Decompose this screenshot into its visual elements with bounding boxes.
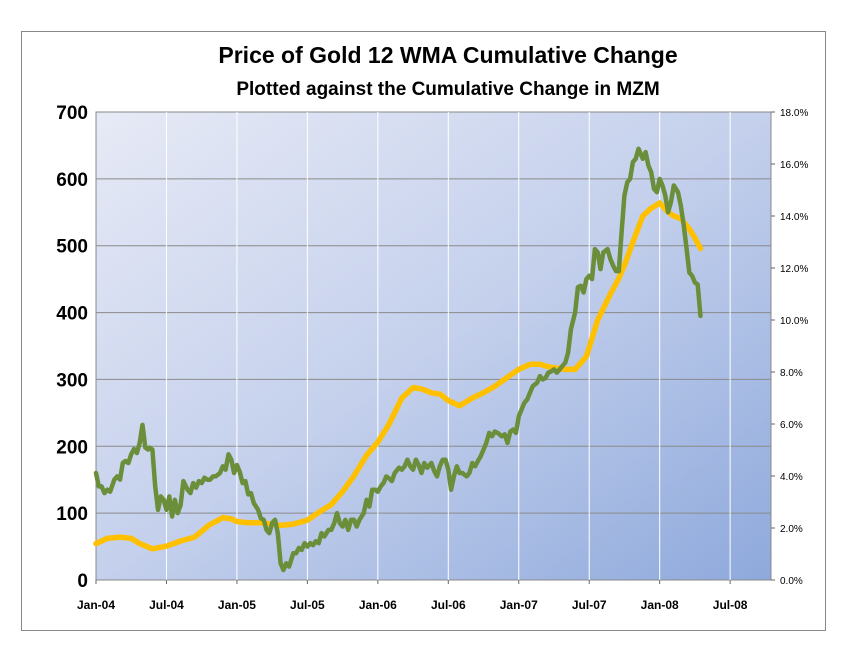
y-right-tick-label: 18.0% xyxy=(780,108,808,119)
x-tick-label: Jan-08 xyxy=(641,598,679,612)
series-lines xyxy=(93,146,704,573)
x-tick-label: Jul-04 xyxy=(149,598,184,612)
right-axis: 0.0% 2.0% 4.0% 6.0% 8.0% 10.0% 12.0% 14.0% 16.0%… xyxy=(771,108,808,587)
x-tick-label: Jan-05 xyxy=(218,598,256,612)
y-left-tick-label: 100 xyxy=(56,504,88,525)
chart: Price of Gold 12 WMA Cumulative Change P… xyxy=(56,42,808,612)
x-tick-label: Jul-07 xyxy=(572,598,607,612)
y-right-tick-label: 8.0% xyxy=(780,368,803,379)
y-left-tick-label: 600 xyxy=(56,170,88,191)
y-left-tick-label: 400 xyxy=(56,304,88,325)
y-left-tick-label: 300 xyxy=(56,370,88,391)
y-left-tick-label: 0 xyxy=(77,571,88,592)
x-tick-label: Jul-06 xyxy=(431,598,466,612)
left-axis: 0 100 200 300 400 500 600 700 xyxy=(56,103,88,592)
y-right-tick-label: 6.0% xyxy=(780,420,803,431)
x-tick-label: Jan-06 xyxy=(359,598,397,612)
y-right-tick-label: 0.0% xyxy=(780,576,803,587)
plot-area xyxy=(95,111,772,581)
chart-subtitle: Plotted against the Cumulative Change in… xyxy=(236,79,659,100)
y-left-tick-label: 200 xyxy=(56,437,88,458)
chart-title: Price of Gold 12 WMA Cumulative Change xyxy=(218,42,677,68)
x-axis: Jan-04 Jul-04 Jan-05 Jul-05 Jan-06 Jul-06 Jan-… xyxy=(77,580,748,612)
y-left-tick-label: 500 xyxy=(56,237,88,258)
series-line-right-axis xyxy=(93,200,704,552)
x-tick-label: Jul-05 xyxy=(290,598,325,612)
chart-frame: Price of Gold 12 WMA Cumulative Change P… xyxy=(21,31,826,631)
y-right-tick-label: 12.0% xyxy=(780,264,808,275)
x-tick-label: Jan-04 xyxy=(77,598,115,612)
y-right-tick-label: 16.0% xyxy=(780,160,808,171)
x-tick-label: Jan-07 xyxy=(500,598,538,612)
series-line-left-axis xyxy=(93,146,703,573)
y-right-tick-label: 2.0% xyxy=(780,524,803,535)
x-tick-label: Jul-08 xyxy=(713,598,748,612)
y-right-tick-label: 14.0% xyxy=(780,212,808,223)
y-right-tick-label: 4.0% xyxy=(780,472,803,483)
y-right-tick-label: 10.0% xyxy=(780,316,808,327)
y-left-tick-label: 700 xyxy=(56,103,88,124)
